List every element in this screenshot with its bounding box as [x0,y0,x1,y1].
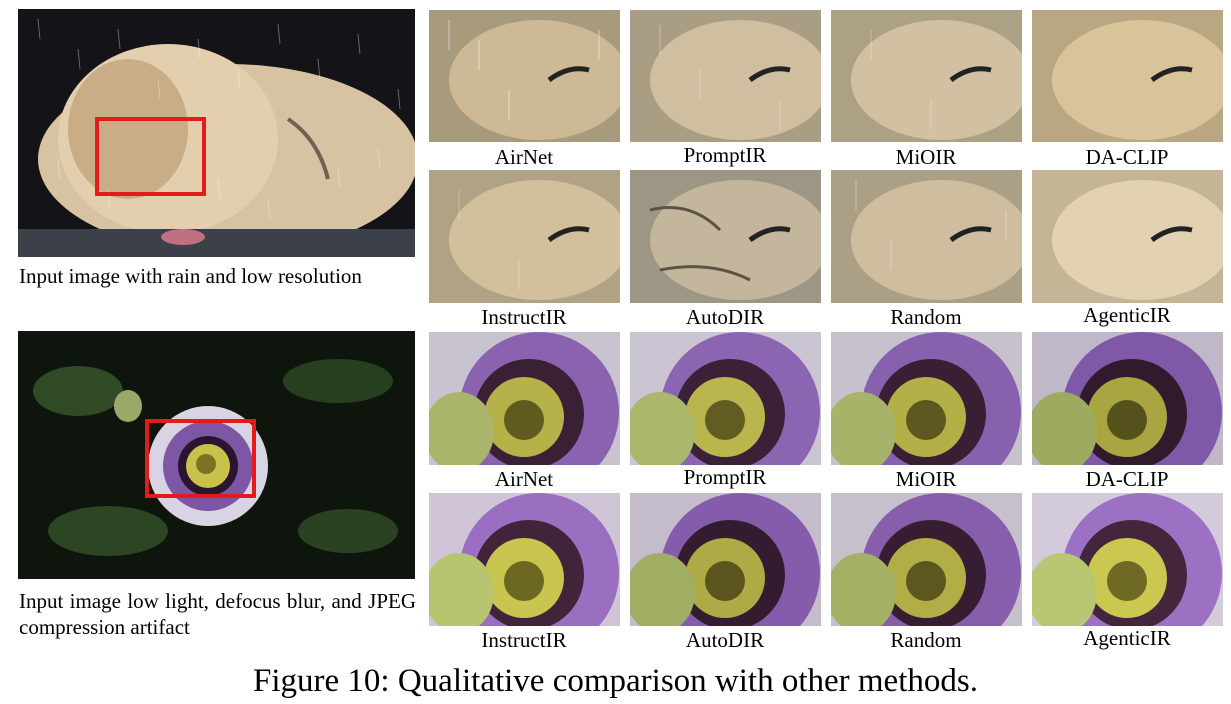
label-daclip: DA-CLIP [1085,467,1169,491]
flower-crop-airnet [429,332,620,465]
flower-input-image [18,331,415,579]
label-promptir: PromptIR [683,143,767,167]
label-agenticir: AgenticIR [1083,626,1171,650]
flower-crop-daclip [1032,332,1223,465]
flower-crop-instructir [429,493,620,626]
flower-crop-autodir [630,493,821,626]
lion-crop-daclip [1032,10,1223,142]
flower-input-caption: Input image low light, defocus blur, and… [19,589,416,639]
label-random: Random [890,305,962,329]
highlight-box [145,419,256,498]
lion-crop-random [831,170,1022,303]
label-autodir: AutoDIR [685,628,765,652]
label-airnet: AirNet [494,145,554,169]
flower-crop-agenticir [1032,493,1223,626]
label-daclip: DA-CLIP [1085,145,1169,169]
lion-crop-mioir [831,10,1022,142]
lion-input-caption: Input image with rain and low resolution [19,264,362,288]
label-mioir: MiOIR [895,467,957,491]
figure-caption: Figure 10: Qualitative comparison with o… [253,663,978,699]
label-instructir: InstructIR [481,628,567,652]
label-instructir: InstructIR [481,305,567,329]
label-airnet: AirNet [494,467,554,491]
label-random: Random [890,628,962,652]
flower-crop-mioir [831,332,1022,465]
lion-crop-promptir [630,10,821,142]
flower-crop-promptir [630,332,821,465]
lion-crop-instructir [429,170,620,303]
lion-input-image [18,9,415,257]
lion-crop-autodir [630,170,821,303]
lion-crop-agenticir [1032,170,1223,303]
highlight-box [95,117,206,196]
flower-crop-random [831,493,1022,626]
lion-crop-airnet [429,10,620,142]
label-mioir: MiOIR [895,145,957,169]
label-autodir: AutoDIR [685,305,765,329]
label-agenticir: AgenticIR [1083,303,1171,327]
label-promptir: PromptIR [683,465,767,489]
